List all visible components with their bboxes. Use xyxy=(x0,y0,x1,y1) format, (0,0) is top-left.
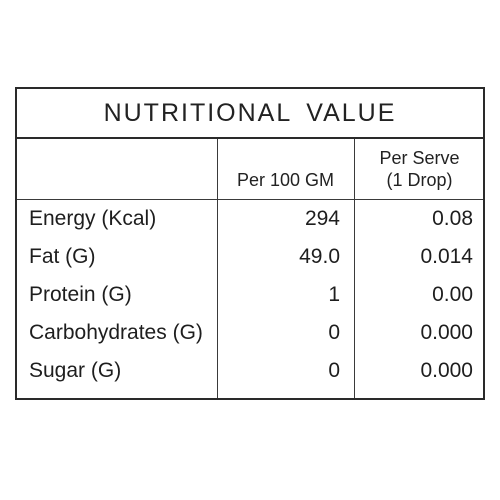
column-header-per-100-label: Per 100 GM xyxy=(236,170,335,190)
table-title: NUTRITIONAL VALUE xyxy=(103,98,397,127)
table-row: Protein (G) 1 0.00 xyxy=(17,276,483,314)
nutrient-name: Fat (G) xyxy=(29,245,96,268)
table-title-row: NUTRITIONAL VALUE xyxy=(17,89,483,139)
per-serve-value: 0.000 xyxy=(420,359,473,382)
column-header-per-100: Per 100 GM xyxy=(217,139,354,199)
column-header-per-serve-sublabel: (1 Drop) xyxy=(386,170,453,190)
table-row: Fat (G) 49.0 0.014 xyxy=(17,238,483,276)
column-header-per-serve: Per Serve (1 Drop) xyxy=(354,139,485,199)
per-serve-value: 0.014 xyxy=(420,245,473,268)
column-divider xyxy=(217,139,218,398)
table-row: Sugar (G) 0 0.000 xyxy=(17,352,483,390)
per-serve-value: 0.00 xyxy=(432,283,473,306)
nutrient-name: Sugar (G) xyxy=(29,359,122,382)
per-serve-value: 0.000 xyxy=(420,321,473,344)
table-body: Energy (Kcal) 294 0.08 Fat (G) 49.0 0.01… xyxy=(17,200,483,390)
nutrient-name: Energy (Kcal) xyxy=(29,207,157,230)
header-divider xyxy=(17,199,483,200)
per-serve-value: 0.08 xyxy=(432,207,473,230)
per-100-value: 49.0 xyxy=(299,245,340,268)
per-100-value: 1 xyxy=(328,283,340,306)
column-divider xyxy=(354,139,355,398)
nutrition-table: NUTRITIONAL VALUE Per 100 GM Per Serve (… xyxy=(15,87,485,400)
nutrient-name: Protein (G) xyxy=(29,283,132,306)
nutrient-name: Carbohydrates (G) xyxy=(29,321,203,344)
per-100-value: 0 xyxy=(328,321,340,344)
table-row: Energy (Kcal) 294 0.08 xyxy=(17,200,483,238)
table-row: Carbohydrates (G) 0 0.000 xyxy=(17,314,483,352)
per-100-value: 0 xyxy=(328,359,340,382)
column-header-per-serve-label: Per Serve xyxy=(379,148,460,168)
per-100-value: 294 xyxy=(304,207,340,230)
